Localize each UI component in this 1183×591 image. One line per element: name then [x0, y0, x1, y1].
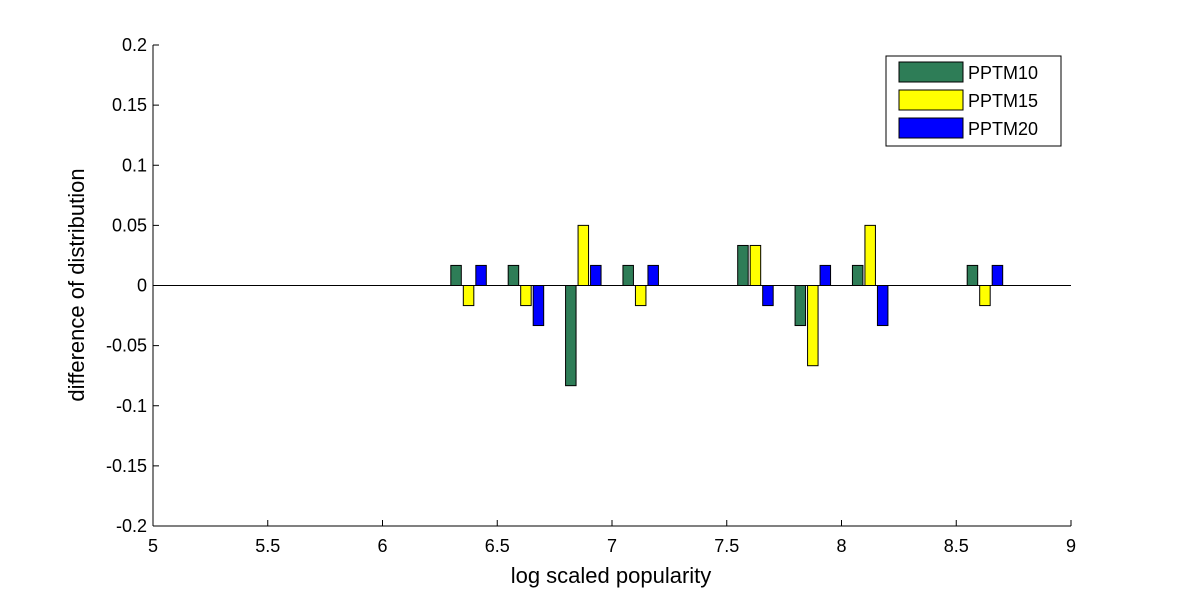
y-tick-label: 0.15	[112, 95, 147, 115]
x-tick-label: 8.5	[944, 536, 969, 556]
x-axis: 5 5.5 6 6.5 7 7.5 8 8.5 9	[148, 520, 1076, 556]
bar-pptm20	[475, 264, 487, 286]
bar-pptm15	[462, 285, 475, 307]
bar-pptm20	[991, 264, 1004, 286]
x-tick-label: 9	[1066, 536, 1076, 556]
x-tick-label: 5.5	[255, 536, 280, 556]
legend: PPTM10 PPTM15 PPTM20	[885, 55, 1062, 147]
legend-label-pptm10: PPTM10	[968, 63, 1038, 83]
bar-pptm15	[864, 224, 876, 286]
bar-pptm15	[749, 244, 762, 287]
y-tick-label: 0.2	[122, 35, 147, 55]
bar-pptm20	[590, 264, 602, 286]
y-axis-label: difference of distribution	[64, 168, 89, 401]
y-tick-label: -0.05	[106, 336, 147, 356]
legend-swatch-pptm10	[898, 61, 964, 83]
x-tick-label: 7.5	[714, 536, 739, 556]
bar-pptm10	[794, 285, 807, 327]
x-tick-label: 6.5	[485, 536, 510, 556]
x-axis-label: log scaled popularity	[511, 563, 712, 588]
y-tick-label: 0	[137, 276, 147, 296]
bar-pptm15	[634, 285, 647, 307]
bar-pptm10	[622, 264, 634, 286]
x-tick-label: 7	[607, 536, 617, 556]
legend-label-pptm15: PPTM15	[968, 91, 1038, 111]
y-tick-label: 0.05	[112, 215, 147, 235]
bar-pptm10	[565, 285, 577, 387]
bar-pptm10	[507, 264, 520, 286]
y-tick-label: -0.1	[116, 396, 147, 416]
bar-pptm20	[762, 285, 774, 307]
bar-pptm15	[577, 224, 590, 286]
y-tick-label: 0.1	[122, 155, 147, 175]
bar-pptm20	[647, 264, 659, 286]
bar-pptm15	[520, 285, 532, 307]
x-tick-label: 5	[148, 536, 158, 556]
x-tick-label: 6	[377, 536, 387, 556]
bar-pptm10	[737, 244, 749, 287]
y-tick-label: -0.2	[116, 516, 147, 536]
y-axis: -0.2 -0.15 -0.1 -0.05 0 0.05 0.1 0.15 0.2	[106, 35, 159, 536]
bar-pptm20	[532, 285, 545, 327]
bar-pptm20	[819, 264, 832, 286]
bar-pptm15	[807, 285, 819, 367]
x-tick-label: 8	[836, 536, 846, 556]
bars	[450, 224, 1004, 387]
bar-pptm10	[966, 264, 979, 286]
bar-pptm10	[851, 264, 864, 286]
legend-swatch-pptm20	[898, 117, 964, 139]
y-tick-label: -0.15	[106, 456, 147, 476]
legend-label-pptm20: PPTM20	[968, 119, 1038, 139]
bar-pptm10	[450, 264, 462, 286]
legend-swatch-pptm15	[898, 89, 964, 111]
bar-pptm20	[876, 285, 889, 327]
bar-pptm15	[979, 285, 991, 307]
